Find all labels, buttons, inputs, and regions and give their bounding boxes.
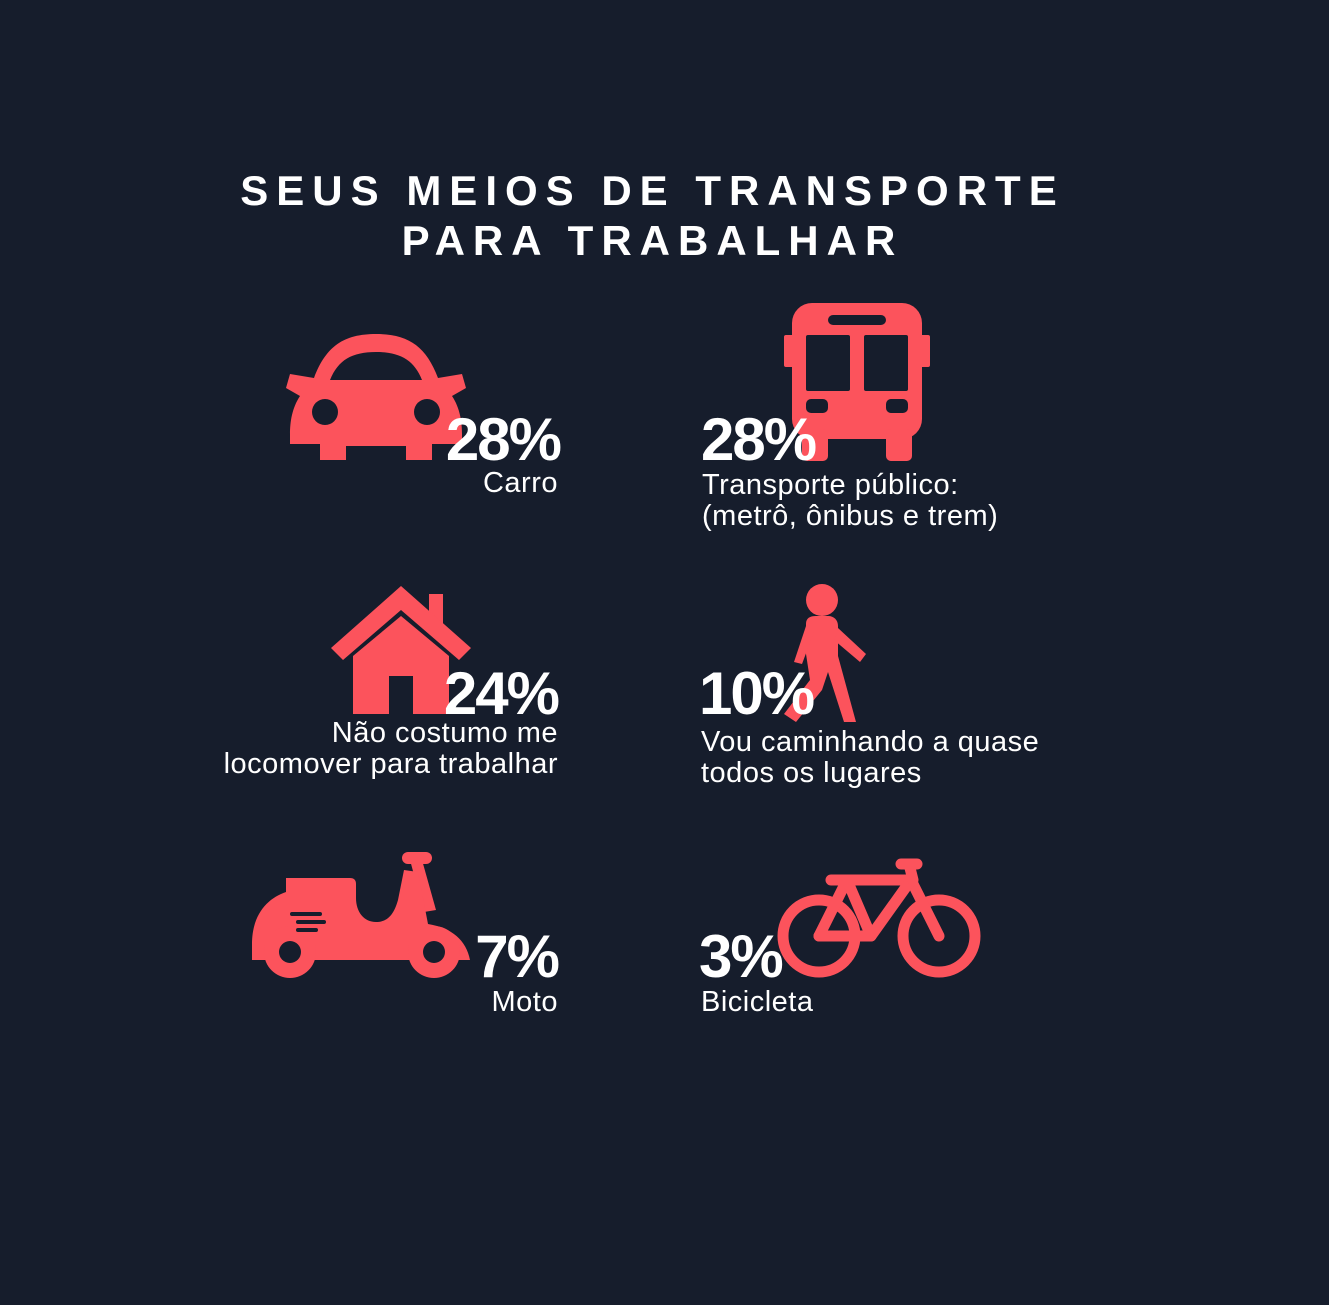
label-line: locomover para trabalhar bbox=[223, 748, 558, 780]
percent-car: 28% bbox=[445, 406, 562, 473]
label-walking: Vou caminhando a quase todos os lugares bbox=[701, 727, 1121, 789]
label-line: todos os lugares bbox=[701, 757, 922, 789]
label-line: Transporte público: bbox=[702, 469, 959, 501]
percent-motorcycle: 7% bbox=[475, 923, 560, 990]
label-line: Moto bbox=[491, 986, 558, 1018]
label-line: Bicicleta bbox=[701, 986, 814, 1018]
bicycle-icon bbox=[777, 858, 981, 978]
label-car: Carro bbox=[300, 468, 558, 499]
car-icon bbox=[286, 334, 466, 460]
label-line: Vou caminhando a quase bbox=[701, 726, 1040, 758]
label-public-transport: Transporte público: (metrô, ônibus e tre… bbox=[702, 470, 1082, 532]
label-no-commute: Não costumo me locomover para trabalhar bbox=[120, 718, 558, 780]
percent-walking: 10% bbox=[699, 660, 815, 727]
bus-icon bbox=[784, 303, 930, 461]
scooter-icon bbox=[252, 852, 470, 978]
percent-bicycle: 3% bbox=[699, 923, 784, 990]
label-line: Carro bbox=[482, 467, 558, 499]
label-bicycle: Bicicleta bbox=[701, 987, 1001, 1018]
house-icon bbox=[331, 586, 471, 714]
label-line: (metrô, ônibus e trem) bbox=[702, 500, 999, 532]
percent-no-commute: 24% bbox=[443, 660, 560, 727]
percent-public-transport: 28% bbox=[701, 406, 817, 473]
walking-person-icon bbox=[784, 584, 866, 722]
page-title: SEUS MEIOS DE TRANSPORTE PARA TRABALHAR bbox=[0, 166, 1305, 266]
title-line-2: PARA TRABALHAR bbox=[401, 217, 904, 264]
label-motorcycle: Moto bbox=[300, 987, 558, 1018]
label-line: Não costumo me bbox=[331, 717, 558, 749]
title-line-1: SEUS MEIOS DE TRANSPORTE bbox=[240, 167, 1065, 214]
